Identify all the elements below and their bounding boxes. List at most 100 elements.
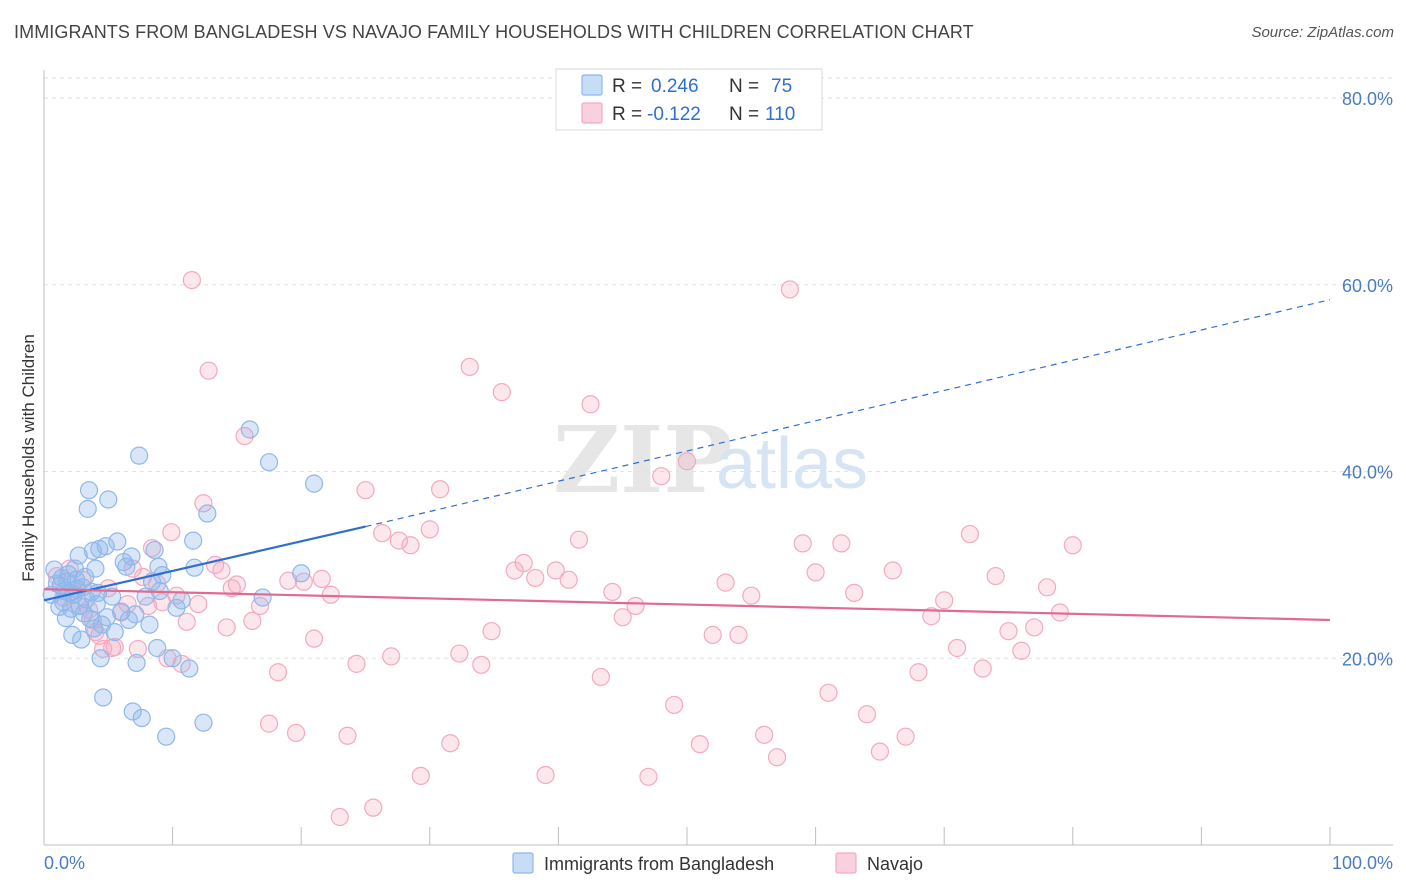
navajo-point bbox=[199, 361, 218, 380]
x-axis-ticks bbox=[43, 827, 1331, 845]
navajo-point bbox=[639, 767, 658, 786]
navajo-point bbox=[330, 807, 349, 827]
grid-lines bbox=[44, 77, 1393, 659]
bangladesh-point bbox=[123, 702, 142, 721]
bangladesh-point bbox=[163, 649, 182, 668]
navajo-point bbox=[690, 735, 709, 754]
navajo-point bbox=[652, 467, 671, 486]
navajo-point bbox=[441, 734, 460, 753]
legend-swatch-navajo bbox=[581, 102, 603, 124]
bangladesh-point bbox=[127, 653, 146, 673]
navajo-point bbox=[526, 568, 545, 588]
navajo-point bbox=[1012, 641, 1031, 660]
navajo-point bbox=[460, 357, 479, 377]
navajo-point bbox=[243, 611, 262, 631]
legend-n-label-bangladesh: N = bbox=[729, 76, 759, 97]
bangladesh-point bbox=[108, 532, 127, 551]
navajo-point bbox=[546, 561, 565, 580]
legend-r-value-navajo: -0.122 bbox=[647, 104, 701, 125]
y-axis-tick-labels: 20.0% 40.0% 60.0% 80.0% bbox=[1342, 89, 1393, 669]
navajo-point bbox=[536, 765, 555, 785]
navajo-point bbox=[947, 638, 967, 658]
y-tick-label: 20.0% bbox=[1342, 649, 1393, 669]
y-tick-label: 60.0% bbox=[1342, 276, 1393, 296]
navajo-point bbox=[581, 395, 600, 414]
bangladesh-trend-line-extension bbox=[365, 299, 1331, 528]
chart-source: Source: ZipAtlas.com bbox=[1251, 24, 1394, 41]
navajo-point bbox=[105, 637, 124, 657]
navajo-point bbox=[1063, 536, 1082, 555]
bangladesh-point bbox=[117, 557, 136, 576]
watermark: ZIP atlas bbox=[553, 406, 868, 514]
navajo-point bbox=[665, 695, 684, 715]
bangladesh-point bbox=[292, 564, 311, 583]
bangladesh-point bbox=[194, 713, 213, 732]
navajo-point bbox=[373, 524, 392, 543]
navajo-point bbox=[304, 629, 324, 648]
bangladesh-point bbox=[94, 688, 113, 707]
legend-n-value-navajo: 110 bbox=[765, 104, 795, 125]
bottom-legend-swatch-navajo bbox=[835, 852, 857, 874]
navajo-point bbox=[286, 723, 306, 743]
watermark-zip: ZIP bbox=[553, 406, 732, 514]
navajo-point bbox=[217, 618, 236, 637]
bangladesh-point bbox=[96, 537, 115, 556]
bangladesh-point bbox=[103, 587, 122, 606]
bangladesh-point bbox=[145, 540, 164, 560]
watermark-atlas: atlas bbox=[716, 424, 868, 504]
bangladesh-point bbox=[157, 727, 176, 746]
bangladesh-point bbox=[91, 649, 110, 668]
navajo-point bbox=[922, 607, 941, 626]
navajo-point bbox=[338, 726, 357, 745]
navajo-point bbox=[162, 523, 181, 542]
legend-n-value-bangladesh: 75 bbox=[771, 76, 792, 97]
bangladesh-point bbox=[130, 446, 149, 465]
navajo-point bbox=[142, 538, 162, 558]
navajo-point bbox=[450, 644, 469, 663]
navajo-point bbox=[420, 520, 439, 539]
navajo-point bbox=[819, 683, 838, 702]
navajo-point bbox=[591, 667, 610, 687]
bottom-legend-label-navajo: Navajo bbox=[867, 854, 923, 874]
bangladesh-point bbox=[122, 547, 141, 566]
navajo-point bbox=[883, 561, 902, 580]
navajo-point bbox=[321, 585, 340, 604]
navajo-point bbox=[382, 647, 401, 666]
bangladesh-point bbox=[86, 559, 105, 578]
chart-title: IMMIGRANTS FROM BANGLADESH VS NAVAJO FAM… bbox=[14, 22, 974, 42]
bangladesh-point bbox=[99, 490, 118, 509]
navajo-point bbox=[742, 586, 761, 605]
navajo-point bbox=[212, 561, 231, 580]
legend-n-label-navajo: N = bbox=[729, 104, 759, 125]
trend-lines bbox=[43, 299, 1331, 622]
navajo-point bbox=[389, 531, 409, 550]
navajo-point bbox=[492, 383, 511, 402]
navajo-point bbox=[312, 569, 331, 588]
navajo-point bbox=[703, 625, 722, 645]
navajo-point bbox=[909, 663, 928, 682]
navajo-point bbox=[960, 524, 980, 544]
navajo-point bbox=[411, 766, 430, 786]
bangladesh-point bbox=[304, 474, 324, 493]
navajo-point bbox=[832, 534, 851, 553]
navajo-point bbox=[603, 582, 622, 602]
navajo-point bbox=[845, 583, 864, 602]
y-tick-label: 40.0% bbox=[1342, 463, 1393, 483]
bangladesh-point bbox=[63, 625, 82, 645]
navajo-trend-line bbox=[43, 588, 1331, 622]
x-tick-label-min: 0.0% bbox=[44, 853, 85, 873]
navajo-point bbox=[857, 705, 877, 724]
navajo-point bbox=[194, 494, 213, 513]
navajo-point bbox=[716, 573, 735, 592]
navajo-point bbox=[268, 663, 288, 682]
navajo-point bbox=[356, 481, 375, 500]
bangladesh-point bbox=[172, 591, 191, 610]
navajo-point bbox=[1025, 618, 1044, 637]
navajo-point bbox=[128, 639, 147, 659]
bangladesh-point bbox=[140, 615, 159, 634]
bangladesh-point bbox=[198, 504, 217, 523]
bottom-legend-label-bangladesh: Immigrants from Bangladesh bbox=[544, 854, 774, 874]
navajo-point bbox=[999, 622, 1018, 641]
bottom-legend-swatch-bangladesh bbox=[512, 852, 534, 874]
